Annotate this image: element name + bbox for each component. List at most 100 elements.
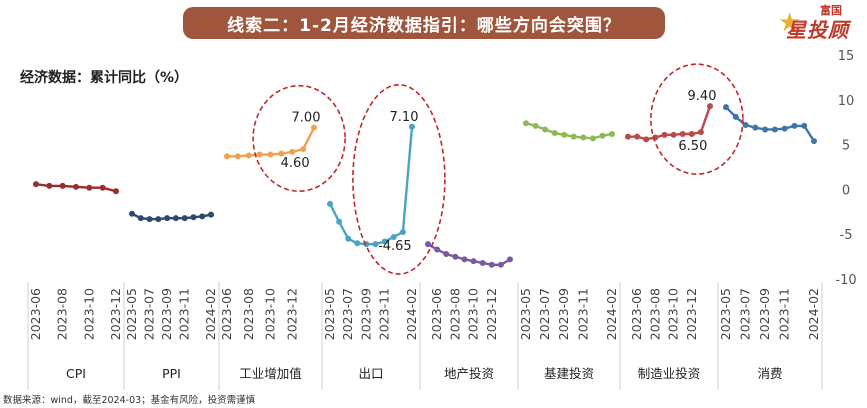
highlight-ellipse [650,63,744,175]
data-point [599,132,606,139]
series-line [628,105,712,141]
data-point [336,218,343,225]
x-tick-label: 2023-12 [484,288,499,340]
x-tick-label: 2023-10 [263,288,278,340]
data-point [707,103,713,110]
data-point [190,214,197,221]
x-tick-label: 2023-10 [466,288,481,340]
x-tick-label: 2023-05 [322,288,337,340]
data-point [399,229,406,236]
x-tick-label: 2023-06 [28,288,43,340]
data-point [497,261,504,268]
data-point [532,122,539,129]
data-point [679,130,686,137]
data-point [199,213,206,220]
data-point [470,258,477,265]
x-tick-label: 2023-09 [556,288,571,340]
data-point [381,238,388,245]
y-tick-label: 0 [842,183,850,198]
x-tick-label: 2023-08 [241,288,256,340]
data-label: 7.10 [390,110,419,125]
category-label: 地产投资 [444,366,494,381]
data-point [300,146,307,153]
data-point [289,148,296,155]
data-point [688,130,695,137]
data-point [256,151,263,158]
data-point [208,211,214,218]
category-label: 工业增加值 [239,366,302,381]
series-line [328,126,414,246]
x-tick-label: 2023-07 [340,288,355,340]
chart-title: 线索二：1-2月经济数据指引：哪些方向会突围？ [227,15,621,36]
data-point [390,233,397,240]
category-label: 基建投资 [544,366,594,381]
data-point [354,240,361,247]
data-point [129,210,135,217]
x-tick-label: 2023-08 [55,288,70,340]
y-tick-label: -5 [840,228,853,243]
x-tick-label: 2023-12 [684,288,699,340]
data-point [443,251,450,258]
chart-subtitle: 经济数据：累计同比（%） [20,70,189,86]
data-point [801,122,808,129]
data-point [181,215,188,222]
y-tick-label: 10 [838,94,855,109]
x-tick-label: 2023-07 [537,288,552,340]
data-point [172,215,179,222]
series-line [427,243,511,266]
data-source-footer: 数据来源：wind，截至2024-03；基金有风险，投资需谨慎 [3,395,256,406]
data-point [742,121,749,128]
category-label: CPI [66,366,86,381]
logo-main-text: 星投顾 [786,18,849,42]
data-point [542,126,549,133]
y-tick-label: -10 [835,273,856,288]
x-tick-label: 2023-11 [777,288,792,340]
data-point [670,131,677,138]
data-point [507,256,513,263]
data-point [752,124,759,131]
x-tick-label: 2023-06 [219,288,234,340]
x-tick-label: 2023-05 [718,288,733,340]
x-tick-label: 2024-02 [404,288,419,340]
data-point [311,124,317,131]
data-point [155,216,162,223]
data-point [570,133,577,140]
data-point [488,261,495,268]
x-tick-label: 2023-11 [575,288,590,340]
data-point [86,184,93,191]
x-tick-label: 2024-02 [604,288,619,340]
y-tick-label: 5 [842,139,850,154]
logo-top-text: 富国 [820,4,842,17]
data-point [625,133,631,140]
data-point [580,134,587,141]
x-tick-label: 2023-05 [518,288,533,340]
x-tick-label: 2023-05 [124,288,139,340]
data-point [561,131,568,138]
series-line [131,212,212,221]
chart-title-banner: 线索二：1-2月经济数据指引：哪些方向会突围？ [183,7,665,39]
category-label: 出口 [358,366,383,381]
data-point [723,104,729,111]
x-tick-label: 2023-11 [377,288,392,340]
data-point [771,126,778,133]
data-point [643,136,650,143]
star-icon: ★ [778,8,802,38]
data-point [33,181,39,188]
data-point [345,235,352,242]
data-point [661,131,668,138]
data-label: 4.60 [281,156,310,171]
category-label: 制造业投资 [638,366,701,381]
data-point [372,241,379,248]
data-point [425,241,431,248]
data-label: 7.00 [292,111,321,126]
x-tick-label: 2023-10 [666,288,681,340]
x-tick-label: 2024-02 [806,288,821,340]
data-point [523,120,529,127]
data-point [113,188,119,195]
x-tick-label: 2023-07 [738,288,753,340]
data-point [409,123,415,130]
data-point [234,153,241,160]
data-point [434,246,441,253]
data-point [59,182,66,189]
